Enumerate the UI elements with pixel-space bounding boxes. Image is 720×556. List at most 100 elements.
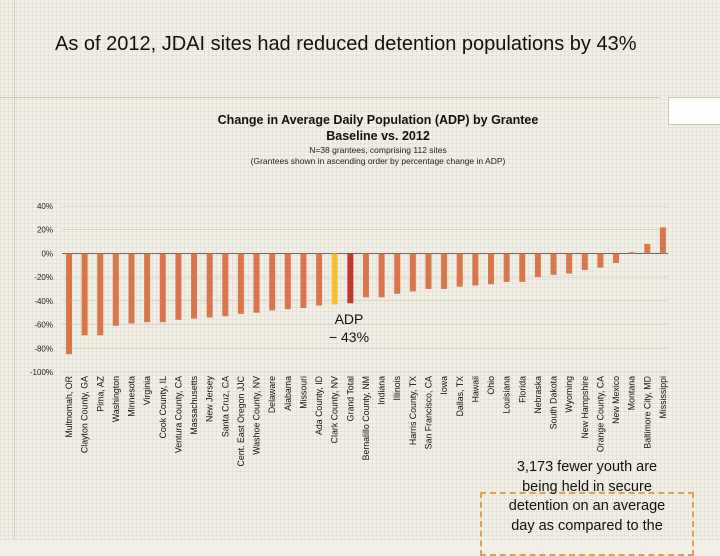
category-label: Wyoming <box>564 376 574 413</box>
category-label: New Jersey <box>205 375 215 422</box>
category-label: Ada County, ID <box>314 376 324 435</box>
bar <box>550 253 557 275</box>
category-label: Cook County, IL <box>158 376 168 439</box>
chart-notes: N=38 grantees, comprising 112 sites (Gra… <box>150 145 606 167</box>
category-label: New Hampshire <box>580 376 590 439</box>
category-label: Orange County, CA <box>595 376 605 452</box>
bar <box>659 227 666 254</box>
bar <box>488 253 495 285</box>
chart-subtitle-line: Baseline vs. 2012 <box>326 129 430 143</box>
bar-chart: 40% 20% 0% -20% -40% -60% -80% -100% Multnomah, … <box>30 202 668 466</box>
bar <box>331 253 338 305</box>
y-tick-label: -100% <box>30 368 53 377</box>
y-tick-label: -60% <box>34 321 53 330</box>
bar <box>81 253 88 336</box>
category-label: Montana <box>627 376 637 410</box>
bar <box>206 253 213 318</box>
category-label: Massachusetts <box>189 375 199 434</box>
category-label: San Francisco, CA <box>423 376 433 449</box>
callout-line-2: being held in secure <box>522 478 652 495</box>
category-label: Grand Total <box>345 376 355 421</box>
category-label: Bernalillo County, NM <box>361 376 371 460</box>
bar <box>425 253 432 289</box>
bar <box>628 252 635 254</box>
category-label: Santa Cruz, CA <box>220 376 230 437</box>
category-label: Iowa <box>439 376 449 395</box>
callout-text: 3,173 fewer youth are being held in secu… <box>478 458 696 536</box>
bar <box>253 253 260 313</box>
category-label: Louisiana <box>502 376 512 414</box>
bar <box>456 253 463 287</box>
slide-title: As of 2012, JDAI sites had reduced deten… <box>55 33 637 55</box>
bar <box>222 253 229 317</box>
category-label: Multnomah, OR <box>64 376 74 438</box>
corner-box <box>668 97 720 125</box>
category-label: Dallas, TX <box>455 376 465 417</box>
category-label: Hawaii <box>470 376 480 402</box>
bar <box>503 253 510 282</box>
category-label: Clayton County, GA <box>80 376 90 453</box>
category-label: Indiana <box>377 376 387 405</box>
bar <box>534 253 541 278</box>
bar <box>66 253 72 355</box>
bar <box>441 253 448 289</box>
category-label: Virginia <box>142 376 152 405</box>
y-tick-label: -80% <box>34 344 53 353</box>
category-label: Mississippi <box>658 376 668 419</box>
chart-title-line: Change in Average Daily Population (ADP)… <box>217 113 539 127</box>
category-label: Baltimore City, MD <box>642 376 652 449</box>
bar <box>519 253 526 282</box>
chart-note-2: (Grantees shown in ascending order by pe… <box>250 156 506 166</box>
category-label: Harris County, TX <box>408 376 418 445</box>
bar <box>362 253 369 298</box>
bar <box>300 253 307 308</box>
y-tick-label: 0% <box>41 249 53 258</box>
bar <box>159 253 166 323</box>
category-label: Pima, AZ <box>95 375 105 411</box>
category-label: Ventura County, CA <box>173 376 183 453</box>
bar <box>378 253 385 298</box>
category-label: New Mexico <box>611 376 621 424</box>
bar <box>394 253 401 294</box>
category-label: Clark County, NV <box>330 376 340 443</box>
bar <box>144 253 151 323</box>
callout-line-4: day as compared to the <box>511 517 663 534</box>
bar <box>566 253 573 274</box>
bar <box>409 253 416 292</box>
category-label: Nebraska <box>533 376 543 414</box>
chart-title: Change in Average Daily Population (ADP)… <box>150 112 606 144</box>
chart-note-1: N=38 grantees, comprising 112 sites <box>309 145 447 155</box>
category-label: Illinois <box>392 375 402 400</box>
category-label: Washoe County, NV <box>252 376 262 455</box>
slide-frame <box>14 0 720 540</box>
bar <box>191 253 198 319</box>
callout-line-1: 3,173 fewer youth are <box>516 459 658 475</box>
bar <box>128 253 135 324</box>
category-label: Washington <box>111 376 121 422</box>
bar <box>284 253 291 310</box>
bar <box>269 253 276 311</box>
bar <box>316 253 323 306</box>
bar <box>597 253 604 268</box>
y-tick-label: 40% <box>37 202 53 211</box>
y-tick-label: -40% <box>34 297 53 306</box>
bar <box>237 253 244 314</box>
category-label: Cent. East Oregon JJC <box>236 375 246 466</box>
category-label: Missouri <box>298 376 308 409</box>
y-tick-label: 20% <box>37 226 53 235</box>
bar <box>472 253 479 286</box>
adp-annotation: ADP <box>335 311 364 327</box>
bar <box>347 253 354 304</box>
bar <box>613 253 620 263</box>
category-label: Ohio <box>486 376 496 395</box>
category-label: South Dakota <box>549 376 559 429</box>
category-label: Delaware <box>267 376 277 413</box>
adp-annotation: − 43% <box>329 329 369 345</box>
category-label: Florida <box>517 376 527 403</box>
bar <box>581 253 588 271</box>
title-divider <box>0 97 660 98</box>
category-label: Alabama <box>283 376 293 411</box>
category-label: Minnesota <box>127 376 137 417</box>
slide-background <box>0 0 720 540</box>
bar <box>112 253 119 326</box>
